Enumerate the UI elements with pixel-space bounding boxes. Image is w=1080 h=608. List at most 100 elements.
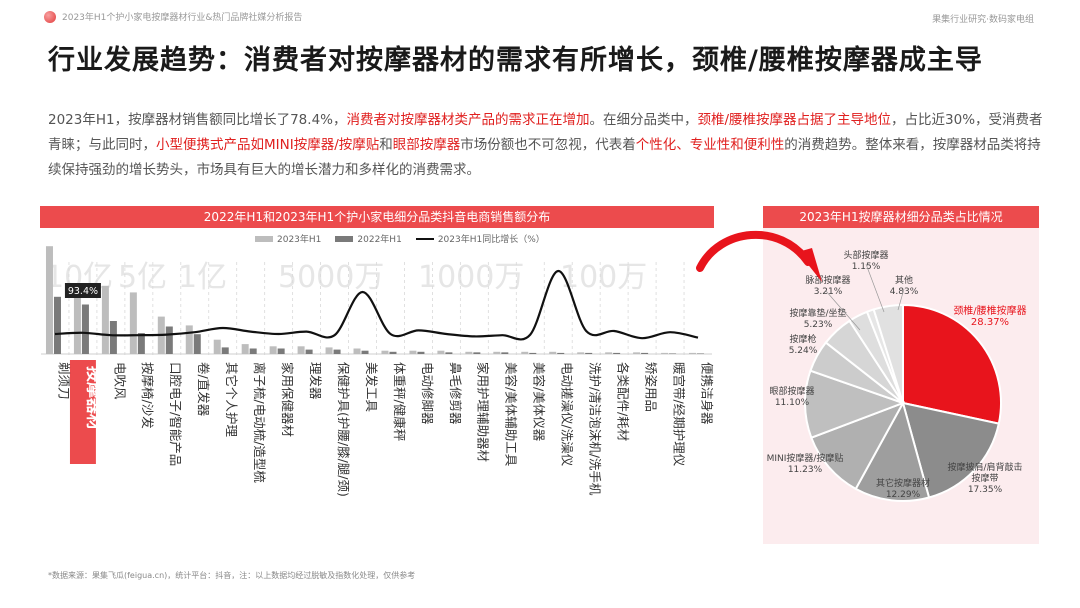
pie-label: MINI按摩器/按摩贴: [767, 452, 844, 464]
bar-2022: [193, 334, 201, 354]
category-label: 美容/美体辅助工具: [504, 362, 519, 467]
pie-label: 脉部按摩器: [805, 274, 850, 286]
pie-slice: [872, 303, 904, 404]
legend-swatch: [255, 235, 273, 242]
bar-2022: [305, 349, 313, 354]
y-axis-tick-label: 5亿: [118, 260, 167, 295]
category-label: 离子梳/电动梳/造型梳: [252, 362, 267, 483]
pie-leader-line: [897, 288, 905, 311]
bar-chart-legend: 2023年H1 2022年H1 2023年H1同比增长（%）: [255, 232, 545, 245]
bar-2022: [697, 353, 705, 354]
category-label: 洗护/清洁泡沫机/洗手机: [588, 362, 603, 496]
pie-value-label: 5.23%: [804, 320, 833, 330]
pie-value-label: 17.35%: [968, 485, 1003, 495]
bar-2023: [493, 351, 501, 354]
category-label: 电动搓澡仪/洗澡仪: [560, 362, 575, 467]
category-label: 其它个人护理: [224, 362, 239, 438]
legend-label: 2022年H1: [357, 235, 402, 245]
bar-2023: [353, 348, 361, 354]
pie-leader-line: [825, 290, 861, 331]
bar-2022: [165, 326, 173, 354]
pie-value-label: 5.24%: [789, 346, 818, 356]
intro-paragraph: 2023年H1，按摩器材销售额同比增长了78.4%，消费者对按摩器材类产品的需求…: [48, 108, 1048, 183]
category-label: 保健护具(护腰/膝/腿/颈): [336, 362, 351, 497]
pie-label: 颈椎/腰椎按摩器: [953, 304, 1026, 317]
category-label: 体重秤/健康秤: [392, 362, 407, 441]
bar-2023: [213, 339, 221, 354]
red-arrow-icon: [696, 230, 812, 272]
footnote: *数据来源：果集飞瓜(feigua.cn)，统计平台：抖音，注：以上数据均经过脱…: [48, 571, 416, 580]
bar-2023: [325, 347, 333, 354]
category-label: 按摩椅/沙发: [140, 362, 155, 429]
bar-2023: [241, 344, 249, 354]
pie-value-label: 3.21%: [814, 287, 843, 297]
bar-2023: [549, 351, 557, 354]
pie-slice: [804, 369, 906, 439]
category-label: 家用保健器材: [280, 362, 295, 437]
category-label: 电吹风: [112, 362, 127, 400]
bar-chart-title: 2022年H1和2023年H1个护小家电细分品类抖音电商销售额分布: [40, 206, 714, 228]
intro-text: 市场份额也不可忽视，代表着: [460, 137, 636, 153]
pie-leader-line: [865, 263, 885, 313]
red-arrow-head-icon: [798, 248, 822, 282]
bar-2022: [333, 349, 341, 354]
pie-label: 其它按摩器材: [876, 477, 930, 489]
category-label: 矫姿用品: [643, 362, 658, 412]
bar-2022: [361, 350, 369, 354]
bar-2023: [45, 246, 53, 354]
pie-label: 按摩枪: [789, 333, 816, 345]
category-label: 美容/美体仪器: [532, 362, 547, 442]
highlight-category-box: [69, 360, 96, 464]
bar-2022: [473, 352, 481, 354]
bar-2023: [577, 352, 585, 354]
bar-2022: [81, 304, 89, 354]
category-label: 剃须刀: [56, 362, 71, 400]
category-label: 各类配件/耗材: [616, 362, 631, 441]
bar-2022: [613, 352, 621, 354]
pie-chart-title: 2023年H1按摩器材细分品类占比情况: [763, 206, 1039, 228]
pie-label: 按摩披肩/肩背敲击: [947, 461, 1022, 473]
bar-2022: [109, 321, 117, 354]
bar-2022: [445, 352, 453, 354]
legend-item-2023: 2023年H1: [255, 232, 321, 245]
intro-text: 2023年H1，按摩器材销售额同比增长了78.4%，: [48, 112, 347, 128]
category-label: 口腔电子/智能产品: [168, 362, 183, 466]
bar-2022: [137, 333, 145, 354]
bar-2022: [557, 352, 565, 354]
report-title: 2023年H1个护小家电按摩器材行业&热门品牌社媒分析报告: [62, 13, 303, 23]
bar-2023: [437, 350, 445, 354]
category-label: 按摩器材: [85, 366, 104, 430]
brand-logo-icon: [44, 10, 56, 23]
category-label: 电动修脚器: [420, 362, 435, 425]
bar-2022: [641, 352, 649, 354]
pie-value-label: 1.15%: [852, 262, 881, 272]
pie-value-label: 4.83%: [890, 287, 919, 297]
growth-callout-label: 93.4%: [68, 286, 98, 297]
bar-2022: [585, 352, 593, 354]
bar-2023: [129, 292, 137, 354]
bar-2022: [249, 348, 257, 354]
page-title: 行业发展趋势：消费者对按摩器材的需求有所增长，颈椎/腰椎按摩器成主导: [48, 45, 983, 76]
bar-2022: [221, 347, 229, 354]
bar-2023: [381, 350, 389, 354]
intro-text: 和: [379, 137, 393, 153]
pie-value-label: 11.23%: [788, 465, 823, 475]
intro-highlight: 个性化、专业性和便利性: [635, 137, 785, 153]
bar-2023: [465, 351, 473, 354]
bar-2023: [661, 352, 669, 354]
legend-label: 2023年H1同比增长（%）: [437, 235, 545, 245]
bar-2022: [529, 352, 537, 354]
pie-label: 按摩带: [971, 472, 998, 484]
y-axis-tick-label: 100万: [560, 260, 647, 295]
source-brand: 果集行业研究·数码家电组: [932, 15, 1034, 25]
y-axis-tick-label: 1亿: [178, 260, 227, 295]
growth-callout-box: [64, 283, 101, 298]
intro-highlight: 颈椎/腰椎按摩器占据了主导地位: [697, 112, 892, 128]
bar-2022: [389, 351, 397, 354]
bar-2022: [277, 348, 285, 354]
bar-2023: [297, 346, 305, 354]
report-header: 2023年H1个护小家电按摩器材行业&热门品牌社媒分析报告: [44, 10, 302, 23]
bar-2022: [669, 353, 677, 354]
y-axis-tick-label: 5000万: [278, 260, 384, 295]
